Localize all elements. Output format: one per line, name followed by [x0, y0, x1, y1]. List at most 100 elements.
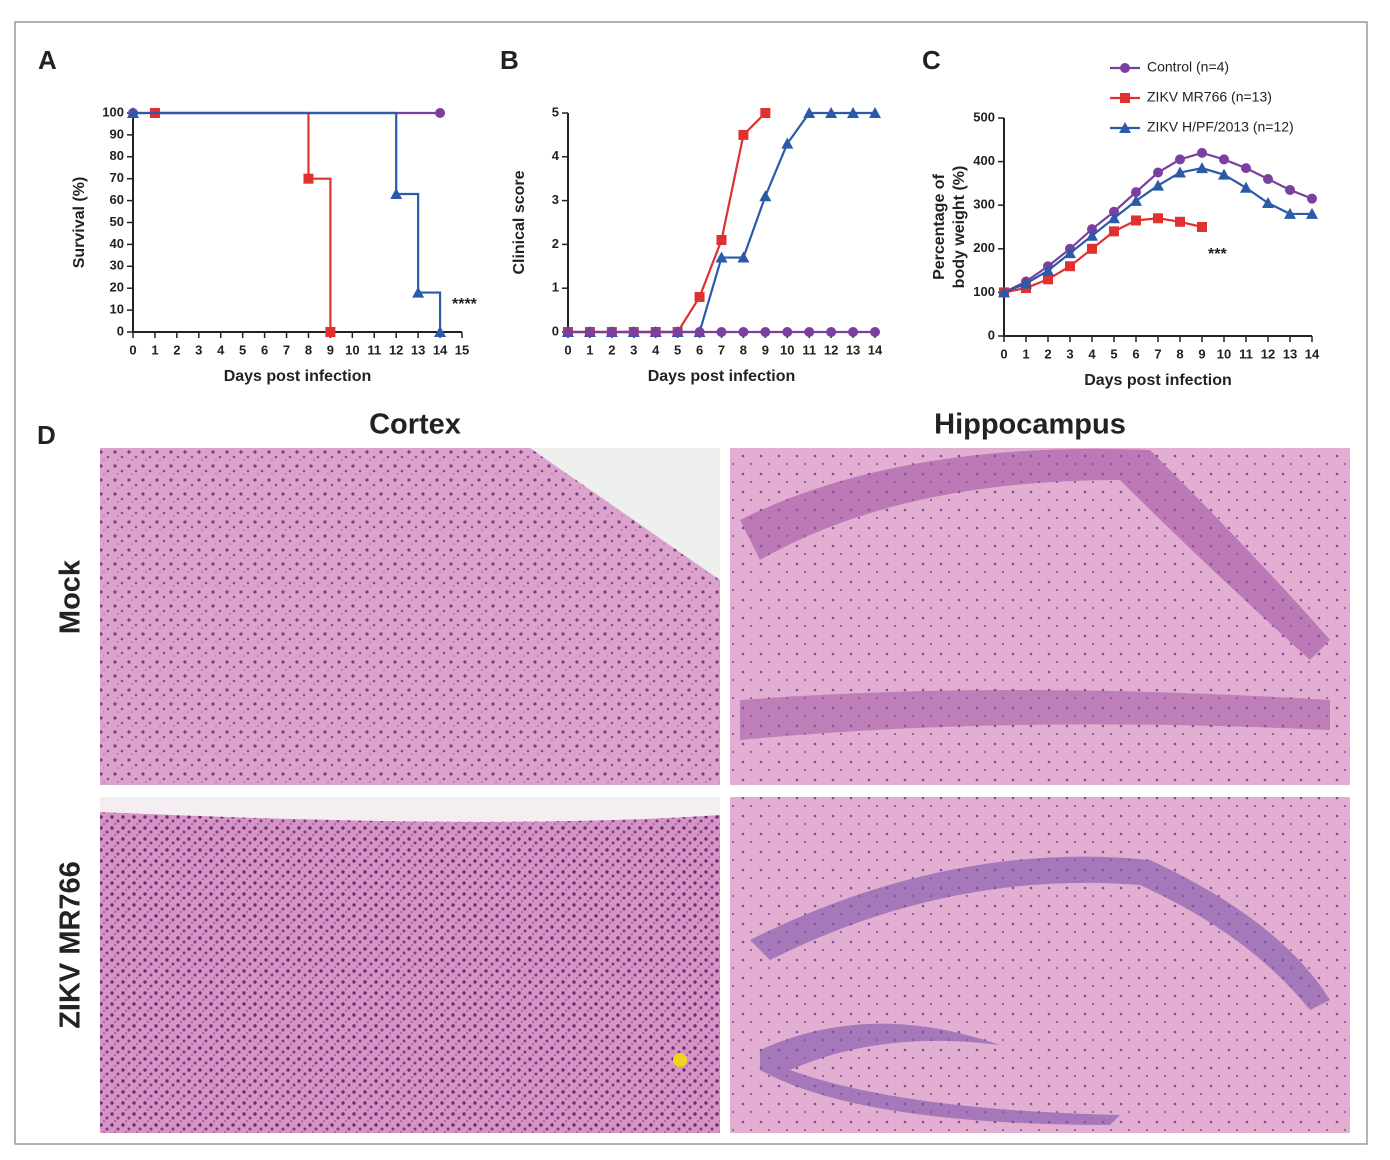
x-tick-label: 13: [1283, 346, 1297, 361]
y-tick-label: 200: [973, 240, 995, 255]
legend-marker: [1120, 93, 1130, 103]
y-tick-label: 2: [552, 236, 559, 251]
point: [127, 107, 139, 118]
x-tick-label: 0: [1000, 346, 1007, 361]
point: [303, 173, 314, 184]
point: [1197, 147, 1207, 158]
point: [998, 286, 1010, 298]
point: [1086, 229, 1098, 241]
y-tick-label: 40: [110, 236, 124, 251]
x-tick-label: 4: [652, 342, 660, 357]
row-header: ZIKV MR766: [55, 861, 87, 1029]
point: [1307, 193, 1317, 204]
point: [1042, 264, 1054, 276]
point: [1153, 167, 1163, 178]
y-tick-label: 5: [552, 104, 559, 119]
point: [803, 107, 816, 118]
x-axis-title: Days post infection: [1084, 372, 1232, 389]
point: [782, 327, 793, 337]
x-tick-label: 4: [1088, 346, 1096, 361]
y-axis-title: Clinical score: [511, 170, 528, 274]
point: [760, 108, 771, 118]
x-tick-label: 15: [455, 342, 469, 357]
point: [1218, 168, 1230, 180]
x-tick-label: 7: [1154, 346, 1161, 361]
y-tick-label: 30: [110, 258, 124, 273]
x-tick-label: 11: [802, 342, 816, 357]
point: [870, 327, 880, 337]
y-tick-label: 4: [552, 148, 560, 163]
histology: [100, 448, 1350, 1133]
point: [716, 327, 727, 337]
y-tick-label: 80: [110, 148, 124, 163]
y-tick-label: 60: [110, 192, 124, 207]
point: [1240, 181, 1252, 193]
x-axis-title: Days post infection: [224, 368, 372, 385]
point: [435, 108, 446, 118]
marker-dot: [673, 1053, 687, 1067]
point: [847, 107, 860, 118]
point: [715, 251, 728, 263]
x-tick-label: 14: [433, 342, 448, 357]
legend-label: Control (n=4): [1147, 59, 1229, 75]
x-tick-label: 3: [630, 342, 637, 357]
y-tick-label: 0: [117, 323, 124, 338]
legend-marker: [1119, 122, 1131, 133]
image-background: [100, 797, 720, 822]
annotation: ***: [1208, 246, 1227, 263]
x-tick-label: 10: [780, 342, 794, 357]
x-tick-label: 7: [718, 342, 725, 357]
x-tick-label: 2: [608, 342, 615, 357]
cell-layer: [760, 1023, 1120, 1125]
cell-layer: [740, 448, 1330, 660]
x-tick-label: 12: [389, 342, 403, 357]
x-tick-label: 9: [327, 342, 334, 357]
point: [1284, 207, 1296, 219]
point: [1109, 226, 1119, 237]
y-tick-label: 500: [973, 109, 995, 124]
x-tick-label: 12: [824, 342, 838, 357]
y-tick-label: 90: [110, 126, 124, 141]
point: [606, 327, 617, 337]
point: [1109, 206, 1119, 217]
panel-label: B: [500, 45, 519, 75]
point: [434, 326, 447, 337]
x-tick-label: 11: [1239, 346, 1253, 361]
point: [1108, 212, 1120, 224]
x-tick-label: 7: [283, 342, 290, 357]
x-tick-label: 8: [1176, 346, 1183, 361]
x-tick-label: 2: [1044, 346, 1051, 361]
x-tick-label: 11: [367, 342, 381, 357]
point: [1152, 179, 1164, 191]
point: [1219, 154, 1229, 165]
x-tick-label: 10: [345, 342, 359, 357]
series-line: [568, 112, 767, 334]
y-tick-label: 10: [110, 302, 124, 317]
point: [1175, 154, 1185, 165]
point: [1065, 261, 1075, 272]
y-tick-label: 0: [988, 327, 995, 342]
x-tick-label: 4: [217, 342, 225, 357]
y-tick-label: 0: [552, 323, 559, 338]
point: [694, 291, 705, 302]
legend-marker: [1120, 63, 1130, 73]
point: [1131, 215, 1141, 226]
series-line: [568, 111, 875, 334]
point: [1306, 207, 1318, 219]
y-tick-label: 400: [973, 153, 995, 168]
row-header: Mock: [55, 559, 87, 634]
point: [848, 327, 859, 337]
point: [650, 327, 661, 337]
x-tick-label: 3: [1066, 346, 1073, 361]
x-tick-label: 5: [1110, 346, 1117, 361]
series-line: [133, 111, 442, 332]
point: [1175, 216, 1185, 227]
x-axis-title: Days post infection: [648, 368, 796, 385]
y-axis-title: body weight (%): [951, 166, 968, 289]
point: [737, 251, 750, 263]
point: [738, 129, 749, 140]
point: [738, 327, 749, 337]
point: [1263, 174, 1273, 185]
frame: [14, 21, 1368, 1145]
point: [1285, 184, 1295, 195]
